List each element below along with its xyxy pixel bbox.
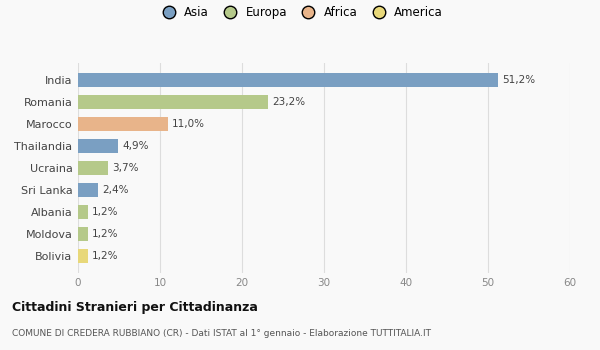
Text: 1,2%: 1,2% (92, 229, 118, 239)
Legend: Asia, Europa, Africa, America: Asia, Europa, Africa, America (157, 6, 443, 19)
Text: 23,2%: 23,2% (272, 97, 305, 107)
Bar (78, 139, 118, 153)
Bar (78, 249, 88, 264)
Text: 2,4%: 2,4% (102, 185, 128, 195)
Bar (78, 161, 109, 175)
Bar (78, 183, 98, 197)
Text: 4,9%: 4,9% (122, 141, 149, 151)
Text: 1,2%: 1,2% (92, 251, 118, 261)
Bar (78, 72, 498, 87)
Bar (78, 94, 268, 109)
Text: COMUNE DI CREDERA RUBBIANO (CR) - Dati ISTAT al 1° gennaio - Elaborazione TUTTIT: COMUNE DI CREDERA RUBBIANO (CR) - Dati I… (12, 329, 431, 338)
Bar (78, 117, 168, 131)
Text: 11,0%: 11,0% (172, 119, 205, 129)
Text: Cittadini Stranieri per Cittadinanza: Cittadini Stranieri per Cittadinanza (12, 301, 258, 314)
Text: 51,2%: 51,2% (502, 75, 535, 85)
Text: 1,2%: 1,2% (92, 207, 118, 217)
Text: 3,7%: 3,7% (112, 163, 139, 173)
Bar (78, 227, 88, 241)
Bar (78, 205, 88, 219)
